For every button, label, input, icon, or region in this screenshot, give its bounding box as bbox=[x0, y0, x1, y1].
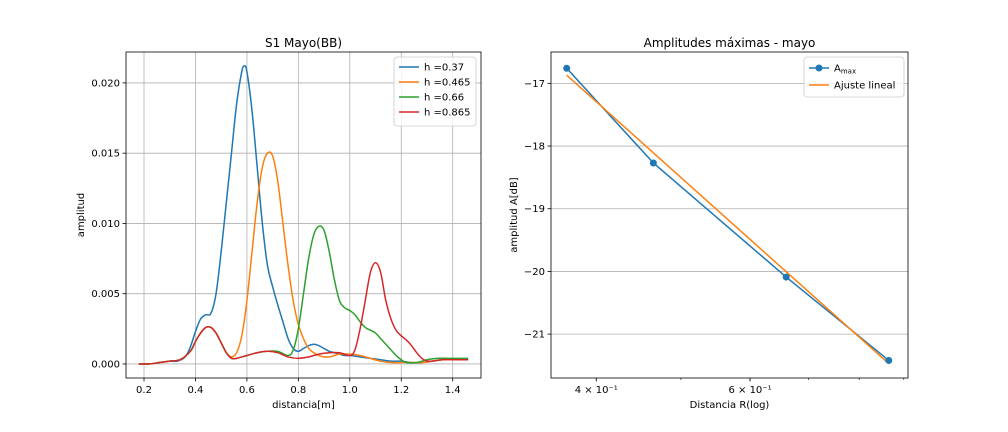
chart-left-legend-label-2: h =0.66 bbox=[424, 93, 464, 104]
chart-right-title: Amplitudes máximas - mayo bbox=[644, 36, 816, 50]
chart-left-x-tick-label: 1.4 bbox=[445, 385, 461, 396]
chart-right-y-tick-label: −20 bbox=[524, 267, 545, 278]
chart-right-series-line-amax bbox=[566, 67, 890, 362]
chart-right-legend-label-amax: Amax bbox=[834, 64, 856, 76]
chart-right-legend: Amax Ajuste lineal bbox=[803, 56, 905, 98]
chart-right-amax-point-1 bbox=[649, 159, 657, 167]
chart-right-y-tick-label: −18 bbox=[524, 142, 545, 153]
chart-right-amax-point-3 bbox=[885, 356, 893, 364]
chart-left-legend-box bbox=[393, 56, 477, 127]
chart-right-y-tick-label: −17 bbox=[524, 79, 545, 90]
chart-right-y-tick-label: −21 bbox=[524, 330, 545, 341]
chart-right-amax-point-2 bbox=[782, 273, 790, 281]
chart-left-y-ticks: 0.000 0.005 0.010 0.015 0.020 bbox=[91, 78, 126, 370]
chart-right-legend-box bbox=[803, 56, 905, 98]
chart-right-axes-frame bbox=[550, 51, 909, 379]
chart-left-y-tick-label: 0.010 bbox=[91, 219, 120, 230]
chart-left-x-tick-label: 0.6 bbox=[239, 385, 255, 396]
chart-left-x-tick-label: 1.2 bbox=[393, 385, 409, 396]
chart-right-y-tick-label: −19 bbox=[524, 204, 545, 215]
chart-left-legend-label-0: h =0.37 bbox=[424, 63, 464, 74]
chart-right-legend-label-amax-main: A bbox=[834, 64, 841, 75]
chart-right-y-ticks: −17 −18 −19 −20 −21 bbox=[524, 79, 551, 341]
chart-right-x-ticks: 4 × 10⁻¹ 6 × 10⁻¹ bbox=[575, 378, 905, 396]
chart-left-y-tick-label: 0.005 bbox=[91, 289, 120, 300]
chart-right-legend-marker-amax bbox=[815, 64, 823, 72]
chart-left-series-line-3 bbox=[138, 262, 469, 365]
chart-left-series-line-0 bbox=[138, 65, 469, 365]
chart-left-x-tick-label: 0.8 bbox=[290, 385, 306, 396]
chart-left-x-label: distancia[m] bbox=[272, 400, 335, 411]
chart-left-x-tick-label: 0.4 bbox=[188, 385, 204, 396]
chart-right-x-label: Distancia R(log) bbox=[690, 400, 770, 411]
chart-left-y-tick-label: 0.000 bbox=[91, 359, 120, 370]
chart-left-x-ticks: 0.2 0.4 0.6 0.8 1.0 1.2 1.4 bbox=[136, 378, 461, 396]
chart-right-series bbox=[563, 64, 893, 365]
chart-left-legend: h =0.37 h =0.465 h =0.66 h =0.865 bbox=[393, 56, 477, 127]
chart-right-legend-label-amax-sub: max bbox=[841, 68, 856, 76]
chart-left: S1 Mayo(BB) 0.2 0.4 0.6 0.8 1.0 1.2 1.4 0.0000… bbox=[76, 36, 482, 411]
chart-left-title: S1 Mayo(BB) bbox=[265, 36, 342, 50]
chart-left-y-tick-label: 0.015 bbox=[91, 149, 120, 160]
chart-right-amax-point-0 bbox=[563, 64, 571, 72]
chart-right-legend-label-fit: Ajuste lineal bbox=[834, 81, 895, 92]
chart-left-y-tick-label: 0.020 bbox=[91, 78, 120, 89]
chart-left-series bbox=[138, 65, 469, 365]
chart-right: Amplitudes máximas - mayo 4 × 10⁻¹ 6 × 10… bbox=[509, 36, 909, 411]
chart-left-legend-label-1: h =0.465 bbox=[424, 78, 471, 89]
chart-left-x-tick-label: 0.2 bbox=[136, 385, 152, 396]
chart-right-x-tick-label: 4 × 10⁻¹ bbox=[575, 385, 618, 396]
chart-left-y-label: amplitud bbox=[76, 193, 87, 237]
chart-left-axes-frame bbox=[125, 51, 482, 379]
chart-right-y-label: amplitud A[dB] bbox=[509, 177, 520, 253]
chart-right-x-tick-label: 6 × 10⁻¹ bbox=[728, 385, 771, 396]
chart-right-series-line-fit bbox=[566, 74, 890, 365]
chart-left-x-tick-label: 1.0 bbox=[342, 385, 358, 396]
chart-left-legend-label-3: h =0.865 bbox=[424, 108, 471, 119]
